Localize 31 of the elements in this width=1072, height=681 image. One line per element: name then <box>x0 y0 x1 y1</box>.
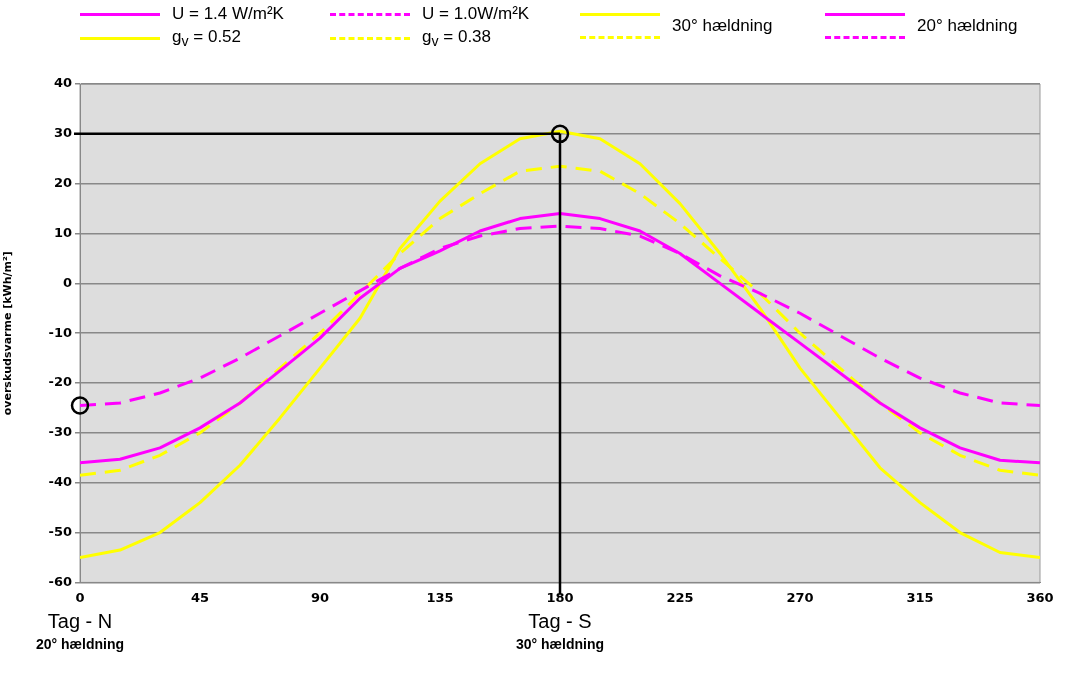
text: Tag - S <box>528 610 592 634</box>
y-tick-label: -50 <box>48 523 72 539</box>
legend-label: g$_{v}$ = 0.52 <box>172 26 242 50</box>
x-tick-label: 315 <box>906 589 934 605</box>
y-tick-label: -20 <box>48 374 72 390</box>
x-tick-label: 360 <box>1026 589 1054 605</box>
x-tick-label: 45 <box>190 589 210 605</box>
y-tick-label: 30 <box>53 125 72 141</box>
legend-label: U = 1.0W/m²K <box>422 4 530 24</box>
x-tick-label: 135 <box>426 589 454 605</box>
y-tick-label: 0 <box>62 274 72 290</box>
text: 20° hældning <box>917 16 1018 36</box>
text: 30° hældning <box>515 636 605 653</box>
text: 20° hældning <box>35 636 125 653</box>
x-tick-label: 225 <box>666 589 694 605</box>
y-tick-label: 40 <box>53 75 72 91</box>
legend-label: U = 1.4 W/m²K <box>172 4 284 24</box>
y-tick-label: -10 <box>48 324 72 340</box>
y-tick-label: -40 <box>48 474 72 490</box>
y-tick-label: 20 <box>53 175 72 191</box>
y-tick-label: -30 <box>48 424 72 440</box>
x-tick-label: 0 <box>75 589 85 605</box>
y-axis-title: overskudsvarme [kWh/m²] <box>1 251 15 416</box>
text: Tag - N <box>47 610 113 634</box>
x-tick-label: 90 <box>310 589 330 605</box>
x-tick-label: 180 <box>546 589 574 605</box>
text: 30° hældning <box>672 16 773 36</box>
y-tick-label: -60 <box>48 573 72 589</box>
legend-label: g$_{v}$ = 0.38 <box>422 26 492 50</box>
x-tick-label: 270 <box>786 589 814 605</box>
y-tick-label: 10 <box>53 224 72 240</box>
